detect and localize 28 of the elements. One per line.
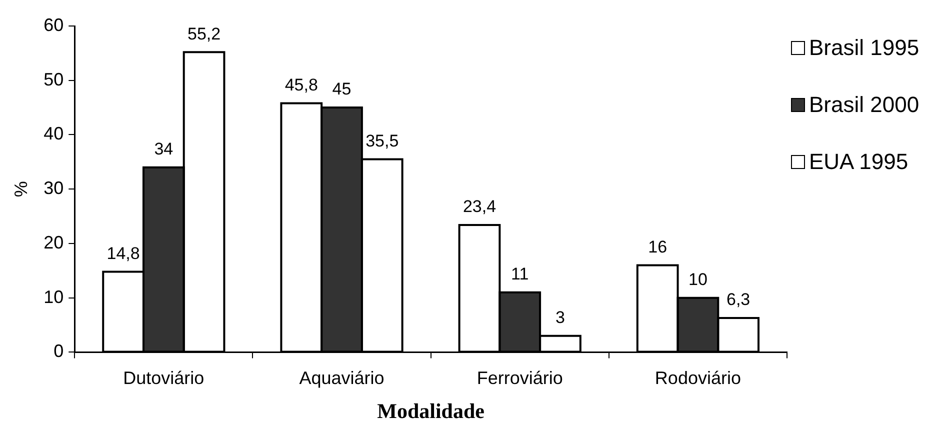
y-tick-label: 40	[44, 124, 64, 144]
data-label: 55,2	[187, 24, 221, 44]
y-tick-label: 20	[44, 232, 64, 252]
data-label: 3	[555, 308, 565, 328]
y-tick-label: 0	[54, 341, 64, 362]
x-tick-label: Aquaviário	[299, 368, 384, 388]
data-label: 45,8	[284, 75, 318, 94]
y-tick-label: 50	[44, 69, 64, 90]
data-label: 35,5	[366, 131, 399, 150]
x-tick-label: Dutoviário	[123, 368, 204, 388]
y-tick-label: 30	[44, 178, 64, 198]
legend-label: Brasil 2000	[809, 92, 920, 118]
data-label: 10	[688, 270, 708, 290]
data-label: 16	[648, 237, 668, 256]
y-tick-label: 60	[44, 14, 64, 35]
data-label: 11	[511, 264, 529, 284]
data-label: 6,3	[726, 290, 750, 310]
data-label: 34	[154, 140, 174, 159]
x-tick-label: Rodoviário	[654, 368, 741, 388]
y-tick-label: 10	[44, 286, 64, 307]
text: Brasil 1995	[809, 35, 920, 61]
text: EUA 1995	[809, 149, 908, 175]
y-axis-title: %	[10, 181, 31, 198]
data-label: 23,4	[462, 197, 496, 216]
data-label: 14,8	[106, 244, 140, 263]
x-tick-label: Ferroviário	[476, 368, 563, 388]
data-label: 45	[332, 80, 352, 99]
x-axis-title: Modalidade	[377, 398, 484, 423]
